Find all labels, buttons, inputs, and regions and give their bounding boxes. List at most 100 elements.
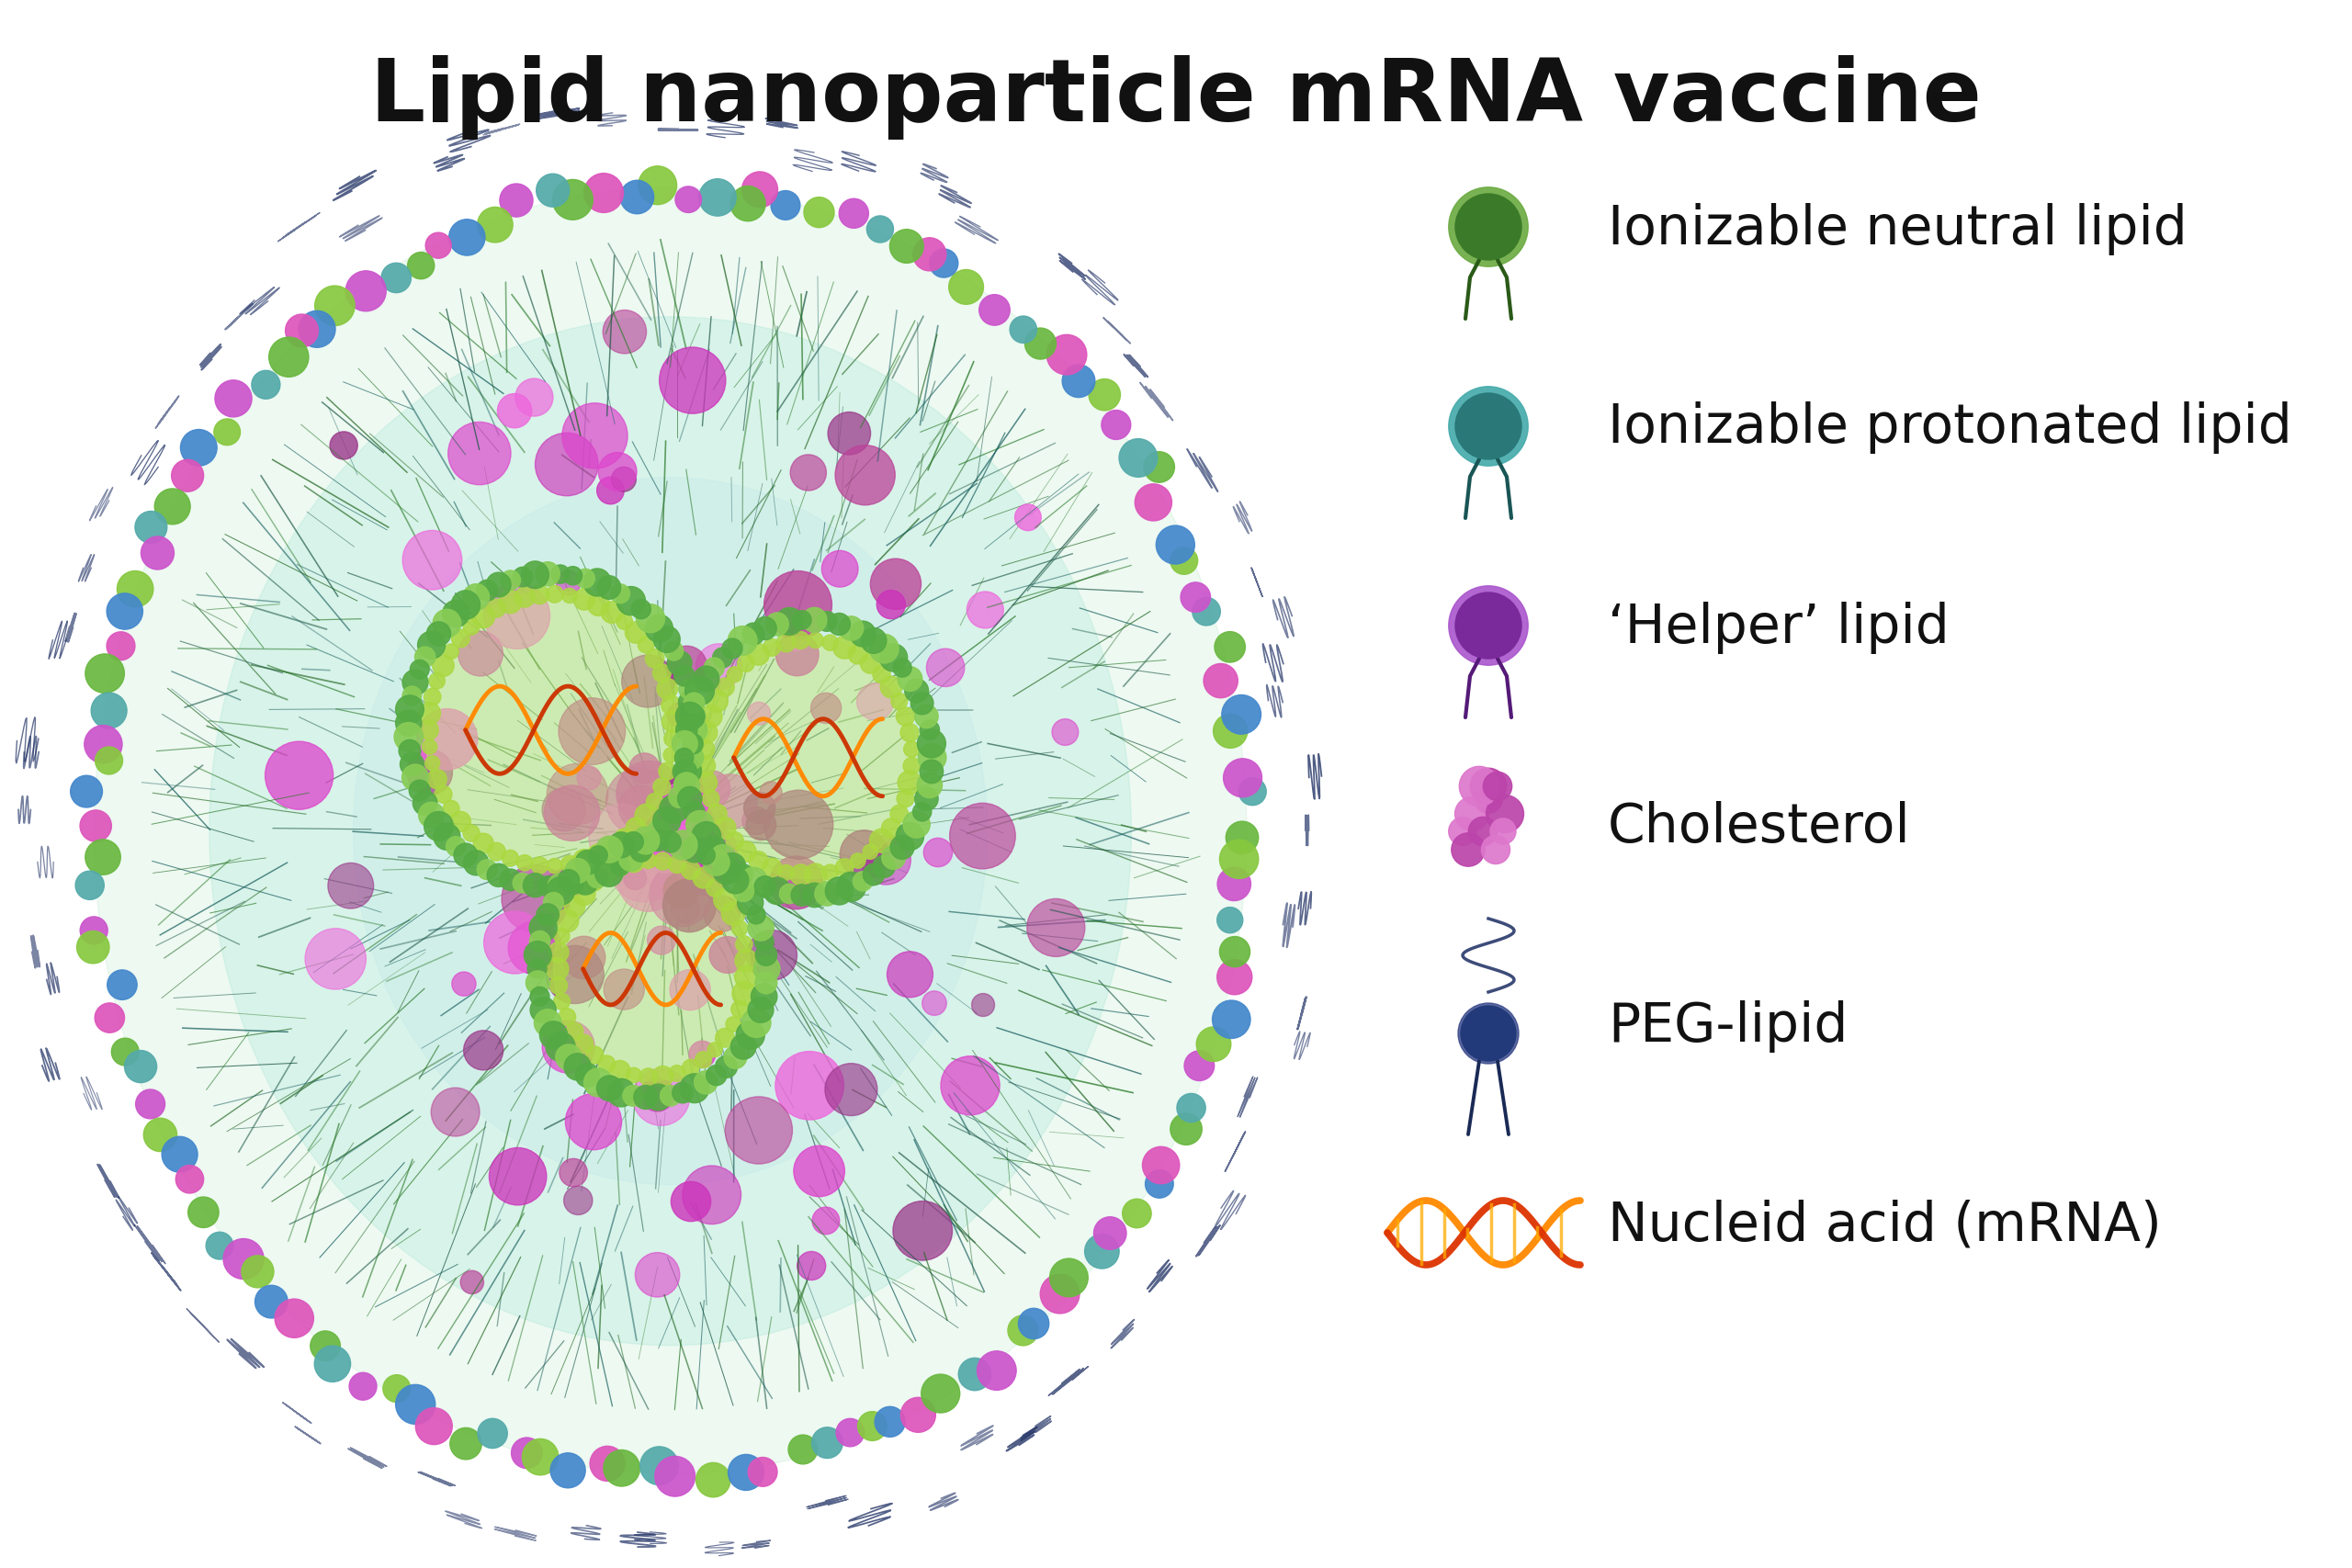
Circle shape xyxy=(588,867,607,887)
Circle shape xyxy=(694,666,720,691)
Circle shape xyxy=(861,836,910,884)
Circle shape xyxy=(524,941,550,969)
Circle shape xyxy=(402,530,461,590)
Circle shape xyxy=(407,750,452,795)
Circle shape xyxy=(560,856,579,873)
Circle shape xyxy=(1486,795,1524,833)
Circle shape xyxy=(849,621,875,646)
Circle shape xyxy=(1089,379,1120,411)
Circle shape xyxy=(1143,452,1174,483)
Circle shape xyxy=(85,654,125,693)
Circle shape xyxy=(310,1331,341,1361)
Circle shape xyxy=(691,822,720,851)
Circle shape xyxy=(1171,1113,1202,1145)
Circle shape xyxy=(543,892,564,913)
Circle shape xyxy=(811,1427,842,1458)
Circle shape xyxy=(713,648,734,668)
Circle shape xyxy=(346,271,386,310)
Circle shape xyxy=(762,638,781,655)
Circle shape xyxy=(661,831,682,853)
Circle shape xyxy=(536,174,569,207)
Circle shape xyxy=(612,858,630,875)
Circle shape xyxy=(619,851,677,911)
Circle shape xyxy=(574,1035,593,1054)
Circle shape xyxy=(668,1065,684,1082)
Circle shape xyxy=(654,808,680,834)
Circle shape xyxy=(861,627,887,654)
Circle shape xyxy=(564,566,583,585)
Circle shape xyxy=(978,295,1009,325)
Circle shape xyxy=(764,613,788,635)
Circle shape xyxy=(567,1022,583,1040)
Circle shape xyxy=(804,198,835,227)
Circle shape xyxy=(849,644,868,665)
Circle shape xyxy=(689,1041,715,1068)
Circle shape xyxy=(71,776,103,808)
Circle shape xyxy=(675,665,694,687)
Circle shape xyxy=(682,1060,699,1076)
Circle shape xyxy=(863,864,884,886)
Circle shape xyxy=(898,771,922,795)
Circle shape xyxy=(826,1063,877,1116)
Circle shape xyxy=(703,836,727,859)
Circle shape xyxy=(1047,334,1087,375)
Circle shape xyxy=(496,394,532,428)
Circle shape xyxy=(473,833,494,853)
Circle shape xyxy=(433,610,461,637)
Circle shape xyxy=(619,847,642,872)
Circle shape xyxy=(597,864,616,883)
Circle shape xyxy=(487,572,510,597)
Circle shape xyxy=(409,660,428,679)
Circle shape xyxy=(426,756,440,770)
Circle shape xyxy=(527,960,546,978)
Circle shape xyxy=(901,1397,936,1432)
Circle shape xyxy=(647,829,668,851)
Circle shape xyxy=(597,1076,623,1101)
Circle shape xyxy=(426,232,452,259)
Circle shape xyxy=(428,770,447,789)
Circle shape xyxy=(696,1463,731,1497)
Circle shape xyxy=(779,884,800,903)
Circle shape xyxy=(896,822,924,850)
Circle shape xyxy=(663,872,699,908)
Circle shape xyxy=(529,914,557,942)
Circle shape xyxy=(762,858,781,878)
Circle shape xyxy=(1456,394,1522,459)
Circle shape xyxy=(875,1406,906,1436)
Circle shape xyxy=(553,928,569,944)
Circle shape xyxy=(80,811,111,842)
Circle shape xyxy=(1084,1234,1120,1269)
Circle shape xyxy=(477,1419,508,1449)
Circle shape xyxy=(143,1118,176,1151)
Circle shape xyxy=(633,1085,659,1109)
Circle shape xyxy=(485,583,550,649)
Circle shape xyxy=(1192,597,1221,626)
Circle shape xyxy=(1214,713,1247,748)
Circle shape xyxy=(811,693,842,723)
Circle shape xyxy=(703,895,741,931)
Circle shape xyxy=(731,1033,755,1060)
Circle shape xyxy=(736,1021,764,1049)
Circle shape xyxy=(696,644,741,690)
Circle shape xyxy=(477,859,496,880)
Circle shape xyxy=(727,833,743,850)
Circle shape xyxy=(924,837,953,867)
Circle shape xyxy=(750,983,776,1010)
Circle shape xyxy=(630,840,652,862)
Circle shape xyxy=(214,379,252,417)
Circle shape xyxy=(477,207,513,243)
Circle shape xyxy=(583,174,623,213)
Circle shape xyxy=(828,412,870,455)
Circle shape xyxy=(1185,1051,1214,1080)
Circle shape xyxy=(452,591,480,619)
Circle shape xyxy=(764,790,833,859)
Circle shape xyxy=(706,880,724,897)
Circle shape xyxy=(546,1032,576,1062)
Circle shape xyxy=(739,867,767,895)
Circle shape xyxy=(1049,1259,1089,1297)
Circle shape xyxy=(626,621,647,643)
Circle shape xyxy=(915,787,938,811)
Circle shape xyxy=(661,695,680,715)
Circle shape xyxy=(141,536,174,569)
Circle shape xyxy=(252,370,280,398)
